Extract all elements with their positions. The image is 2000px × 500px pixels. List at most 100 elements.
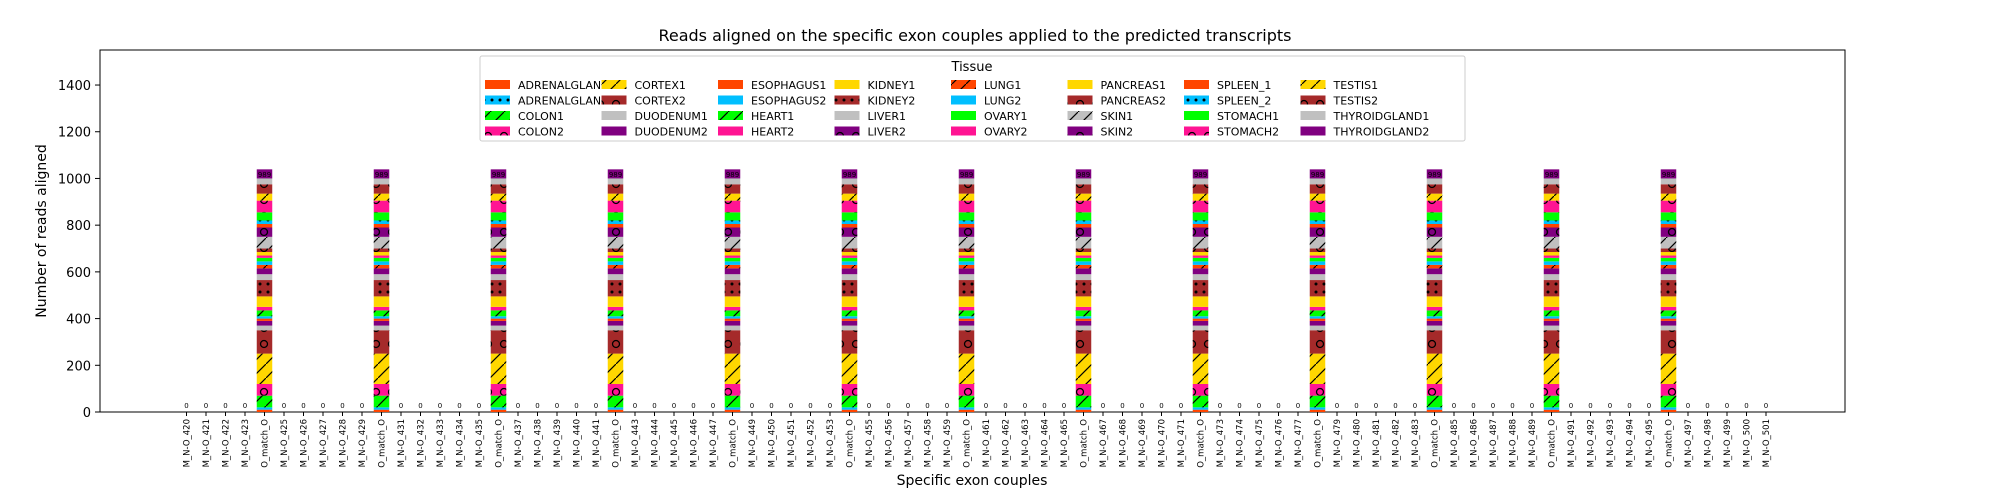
bar-segment-hatch [607, 184, 624, 194]
bar-segment-hatch [607, 227, 624, 237]
bar-segment [256, 316, 273, 319]
bar-segment-hatch [256, 268, 273, 275]
x-tick-label: M_N-O_459 [943, 419, 953, 467]
bar-segment-hatch [958, 280, 975, 297]
bar-segment-hatch [1426, 330, 1443, 354]
bar-segment-hatch [373, 280, 390, 297]
bar-total-label: 989 [1545, 171, 1558, 179]
bar-segment-hatch [1309, 353, 1326, 384]
bar-segment-hatch [724, 407, 741, 410]
x-axis: M_N-O_420 M_N-O_421 M_N-O_422 M_N-O_423 O_ma… [183, 412, 1772, 468]
bar-total-label: 0 [925, 402, 929, 410]
legend-swatch-hatch [485, 111, 510, 120]
bar-segment-hatch [607, 248, 624, 253]
bar-segment-hatch [1309, 184, 1326, 194]
bar-segment [1192, 252, 1209, 256]
bar-segment-hatch [490, 280, 507, 297]
bar-segment-hatch [1075, 310, 1092, 317]
bar-segment-hatch [1426, 395, 1443, 408]
x-tick-label: M_N-O_488 [1509, 419, 1519, 467]
bar-segment-hatch [724, 310, 741, 317]
legend-swatch [951, 95, 976, 105]
bar-total-label: 0 [808, 402, 812, 410]
bar-segment-hatch [1192, 200, 1209, 213]
bar-segment-hatch [958, 200, 975, 213]
bar-segment-hatch [958, 407, 975, 410]
bar-segment [1426, 296, 1443, 307]
bar-total-label: 0 [1491, 402, 1495, 410]
bar-total-label: 0 [691, 402, 695, 410]
bar-segment-hatch [1543, 264, 1560, 269]
x-tick-label: M_N-O_427 [319, 419, 329, 467]
legend-label: THYROIDGLAND1 [1333, 110, 1430, 123]
bar-segment-hatch [256, 310, 273, 317]
stacked-bar [958, 169, 975, 412]
bar-segment-hatch [373, 330, 390, 354]
bar-segment-hatch [1660, 248, 1677, 253]
bar-segment [841, 306, 858, 311]
bar-segment [1426, 257, 1443, 262]
bar-segment [607, 274, 624, 281]
y-tick-label: 800 [66, 219, 91, 234]
bar-segment [1309, 316, 1326, 319]
bar-total-label: 0 [1042, 402, 1046, 410]
legend-swatch [1184, 80, 1209, 89]
bar-segment-hatch [841, 395, 858, 408]
bar-segment-hatch [1660, 227, 1677, 237]
bar-segment-hatch [373, 353, 390, 384]
bar-total-label: 0 [457, 402, 461, 410]
bar-segment-hatch [724, 193, 741, 201]
bar-total-label: 0 [1608, 402, 1612, 410]
bar-segment-hatch [1075, 248, 1092, 253]
bar-segment [724, 178, 741, 185]
bar-segment [607, 252, 624, 256]
x-tick-label: M_N-O_433 [436, 419, 446, 467]
bar-segment [1660, 257, 1677, 262]
legend-swatch-hatch [1300, 80, 1326, 89]
x-tick-label: M_N-O_462 [1002, 419, 1012, 467]
bar-segment-hatch [841, 280, 858, 297]
bar-total-label: 989 [1311, 171, 1324, 179]
x-tick-label: M_N-O_464 [1041, 419, 1051, 467]
legend-swatch [951, 111, 976, 120]
x-tick-label: O_match_O [846, 419, 856, 468]
bar-segment [1192, 223, 1209, 228]
legend-swatch-hatch [834, 95, 860, 105]
bar-segment [607, 178, 624, 185]
bar-segment [1660, 409, 1677, 412]
bar-total-label: 0 [1062, 402, 1066, 410]
bar-segment [1309, 169, 1326, 179]
bar-segment [1426, 252, 1443, 256]
y-tick-label: 400 [66, 313, 91, 328]
legend-swatch-hatch [1184, 126, 1209, 136]
legend-label: ESOPHAGUS1 [751, 79, 826, 92]
bar-segment [490, 255, 507, 258]
bar-segment-hatch [607, 330, 624, 354]
x-tick-label: M_N-O_494 [1626, 419, 1636, 467]
bar-segment-hatch [1192, 407, 1209, 410]
bar-segment-hatch [1660, 200, 1677, 213]
bar-segment [1426, 316, 1443, 319]
bar-segment-hatch [490, 383, 507, 396]
bar-segment-hatch [256, 184, 273, 194]
bar-segment-hatch [1660, 193, 1677, 201]
bar-segment [1075, 306, 1092, 311]
bar-segment [958, 223, 975, 228]
bar-segment-hatch [958, 227, 975, 237]
bar-segment-hatch [1075, 227, 1092, 237]
bar-segment [958, 325, 975, 331]
bar-segment-hatch [1192, 383, 1209, 396]
bar-segment-hatch [490, 227, 507, 237]
bar-segment [841, 212, 858, 221]
bar-segment [1660, 178, 1677, 185]
bar-segment-hatch [490, 248, 507, 253]
bar-segment-hatch [958, 184, 975, 194]
bar-segment [1660, 316, 1677, 319]
bar-total-label: 989 [1194, 171, 1207, 179]
bar-segment [1075, 169, 1092, 179]
bar-segment [1309, 325, 1326, 331]
bar-total-label: 0 [282, 402, 286, 410]
bar-segment-hatch [1309, 310, 1326, 317]
bar-segment-hatch [1192, 395, 1209, 408]
bar-total-label: 0 [906, 402, 910, 410]
